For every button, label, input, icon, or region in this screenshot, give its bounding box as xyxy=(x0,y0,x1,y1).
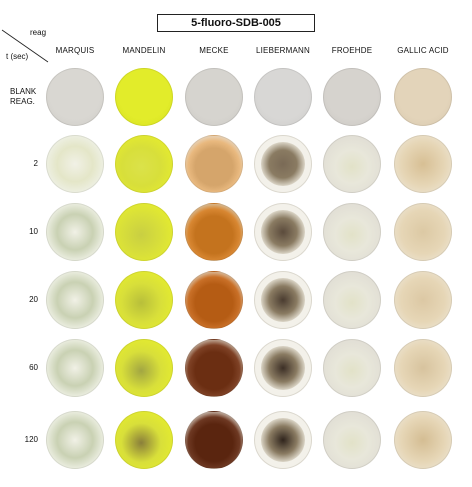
column-label-marquis: MARQUIS xyxy=(55,46,95,55)
well-liebermann-row-4 xyxy=(254,339,312,397)
well-gallic-acid-row-4 xyxy=(394,339,452,397)
well-mecke-row-0 xyxy=(185,68,243,126)
row-label-2: 10 xyxy=(29,227,38,236)
well-marquis-row-5 xyxy=(46,411,104,469)
reagent-axis-label: reag xyxy=(30,28,47,37)
well-mandelin-row-0 xyxy=(115,68,173,126)
well-froehde-row-5 xyxy=(323,411,381,469)
well-liebermann-row-5 xyxy=(254,411,312,469)
well-mecke-row-5 xyxy=(185,411,243,469)
well-gallic-acid-row-0 xyxy=(394,68,452,126)
well-liebermann-row-0 xyxy=(254,68,312,126)
well-mandelin-row-5 xyxy=(115,411,173,469)
well-gallic-acid-row-1 xyxy=(394,135,452,193)
well-liebermann-row-2 xyxy=(254,203,312,261)
well-marquis-row-2 xyxy=(46,203,104,261)
column-label-mecke: MECKE xyxy=(199,46,229,55)
column-label-froehde: FROEHDE xyxy=(331,46,373,55)
column-label-liebermann: LIEBERMANN xyxy=(255,46,310,55)
well-gallic-acid-row-5 xyxy=(394,411,452,469)
well-gallic-acid-row-3 xyxy=(394,271,452,329)
column-label-mandelin: MANDELIN xyxy=(122,46,166,55)
row-label-0: BLANK REAG. xyxy=(10,87,37,106)
column-label-gallic-acid: GALLIC ACID xyxy=(397,46,449,55)
well-gallic-acid-row-2 xyxy=(394,203,452,261)
corner-diagonal-line xyxy=(1,29,49,63)
well-mecke-row-3 xyxy=(185,271,243,329)
well-mandelin-row-2 xyxy=(115,203,173,261)
row-label-3: 20 xyxy=(29,295,38,304)
well-marquis-row-1 xyxy=(46,135,104,193)
well-marquis-row-4 xyxy=(46,339,104,397)
page-title: 5-fluoro-SDB-005 xyxy=(157,14,315,32)
well-froehde-row-1 xyxy=(323,135,381,193)
well-mandelin-row-3 xyxy=(115,271,173,329)
well-froehde-row-2 xyxy=(323,203,381,261)
well-mandelin-row-1 xyxy=(115,135,173,193)
well-liebermann-row-3 xyxy=(254,271,312,329)
well-marquis-row-3 xyxy=(46,271,104,329)
well-froehde-row-4 xyxy=(323,339,381,397)
row-label-4: 60 xyxy=(29,363,38,372)
well-liebermann-row-1 xyxy=(254,135,312,193)
well-mecke-row-2 xyxy=(185,203,243,261)
row-label-1: 2 xyxy=(33,159,38,168)
time-axis-label: t (sec) xyxy=(6,52,29,61)
well-froehde-row-0 xyxy=(323,68,381,126)
well-froehde-row-3 xyxy=(323,271,381,329)
well-mandelin-row-4 xyxy=(115,339,173,397)
well-mecke-row-4 xyxy=(185,339,243,397)
well-marquis-row-0 xyxy=(46,68,104,126)
well-mecke-row-1 xyxy=(185,135,243,193)
corner-header: reag t (sec) xyxy=(0,26,50,63)
row-label-5: 120 xyxy=(24,435,38,444)
